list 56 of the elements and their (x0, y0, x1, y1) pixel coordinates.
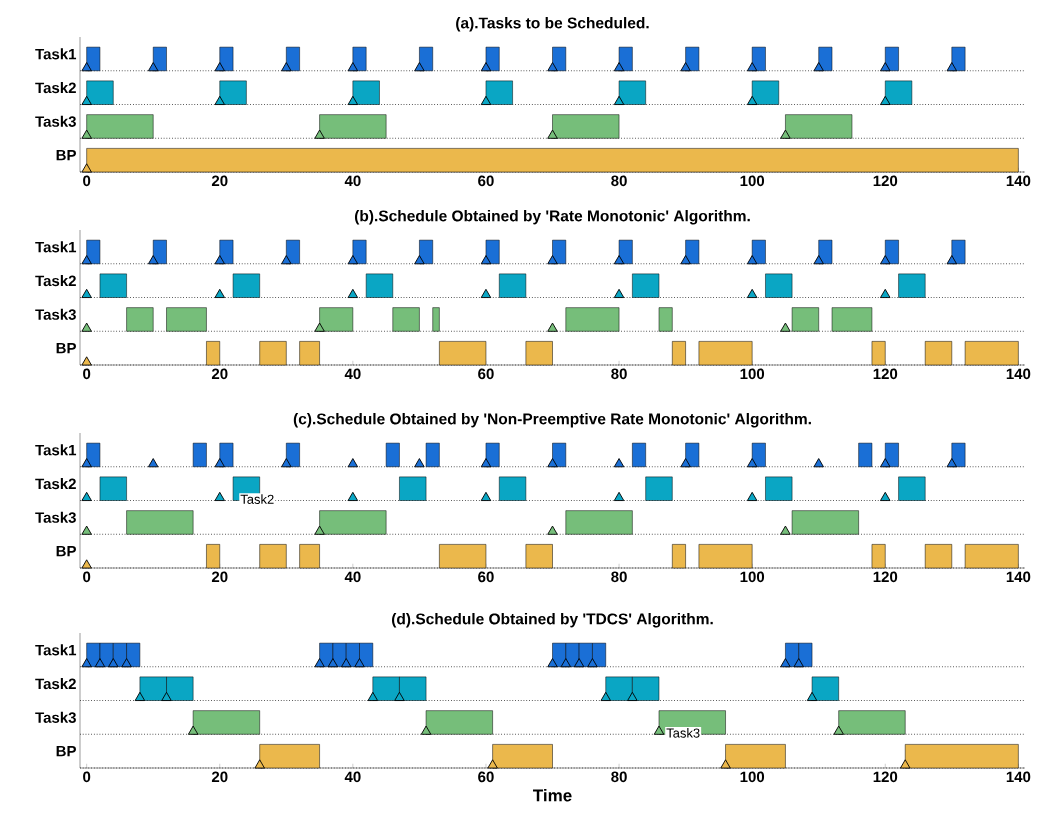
chart-title: (a).Tasks to be Scheduled. (456, 17, 649, 32)
y-tick-label: BP (56, 149, 76, 161)
chart-title: (b).Schedule Obtained by 'Rate Monotonic' Algorithm. (354, 209, 750, 225)
x-tick-label: 40 (344, 571, 361, 583)
x-tick-label: 40 (344, 771, 361, 783)
y-tick-label: Task2 (35, 478, 76, 490)
x-tick-label: 120 (873, 771, 898, 783)
x-tick-label: 20 (211, 771, 228, 783)
x-tick-label: 0 (83, 368, 91, 380)
x-tick-label: 120 (873, 571, 898, 583)
x-tick-label: 60 (478, 368, 494, 380)
x-tick-label: 80 (611, 771, 627, 783)
x-axis-title: Time (533, 789, 572, 802)
x-tick-label: 120 (873, 175, 898, 187)
y-tick-label: Task3 (35, 115, 76, 127)
x-tick-label: 60 (478, 771, 494, 783)
x-tick-label: 40 (344, 368, 361, 380)
x-tick-label: 100 (740, 771, 765, 783)
x-tick-label: 100 (740, 571, 765, 583)
y-tick-label: Task3 (35, 308, 76, 320)
x-tick-label: 140 (1006, 571, 1031, 583)
x-tick-label: 100 (740, 175, 765, 187)
annotation: Task2 (240, 494, 274, 504)
y-tick-label: Task3 (35, 711, 76, 723)
x-tick-label: 0 (83, 771, 91, 783)
x-tick-label: 140 (1006, 368, 1031, 380)
chart-title: (d).Schedule Obtained by 'TDCS' Algorithm. (392, 612, 713, 628)
x-tick-label: 80 (611, 175, 627, 187)
x-tick-label: 140 (1006, 771, 1031, 783)
x-tick-label: 60 (478, 571, 494, 583)
x-tick-label: 100 (740, 368, 765, 380)
y-tick-label: BP (56, 342, 76, 354)
x-tick-label: 20 (211, 175, 228, 187)
y-tick-label: Task1 (35, 48, 77, 60)
x-tick-label: 60 (478, 175, 494, 187)
y-tick-label: Task3 (35, 511, 76, 523)
x-tick-label: 80 (611, 368, 627, 380)
y-tick-label: Task1 (35, 644, 77, 656)
x-tick-label: 20 (211, 368, 228, 380)
y-tick-label: Task1 (35, 444, 77, 456)
chart-title: (c).Schedule Obtained by 'Non-Preemptive Rate Monotonic' Algorithm. (293, 412, 811, 428)
x-tick-label: 0 (83, 571, 91, 583)
x-tick-label: 20 (211, 571, 228, 583)
y-tick-label: Task2 (35, 275, 76, 287)
y-tick-label: BP (56, 545, 76, 557)
bar (858, 442, 873, 468)
x-tick-label: 40 (344, 175, 361, 187)
x-tick-label: 0 (83, 175, 91, 187)
x-tick-label: 140 (1006, 175, 1031, 187)
y-tick-label: Task1 (35, 241, 77, 253)
x-tick-label: 120 (873, 368, 898, 380)
y-tick-label: Task2 (35, 678, 76, 690)
y-tick-label: BP (56, 745, 76, 757)
y-tick-label: Task2 (35, 82, 76, 94)
annotation: Task3 (666, 728, 700, 738)
x-tick-label: 80 (611, 571, 627, 583)
